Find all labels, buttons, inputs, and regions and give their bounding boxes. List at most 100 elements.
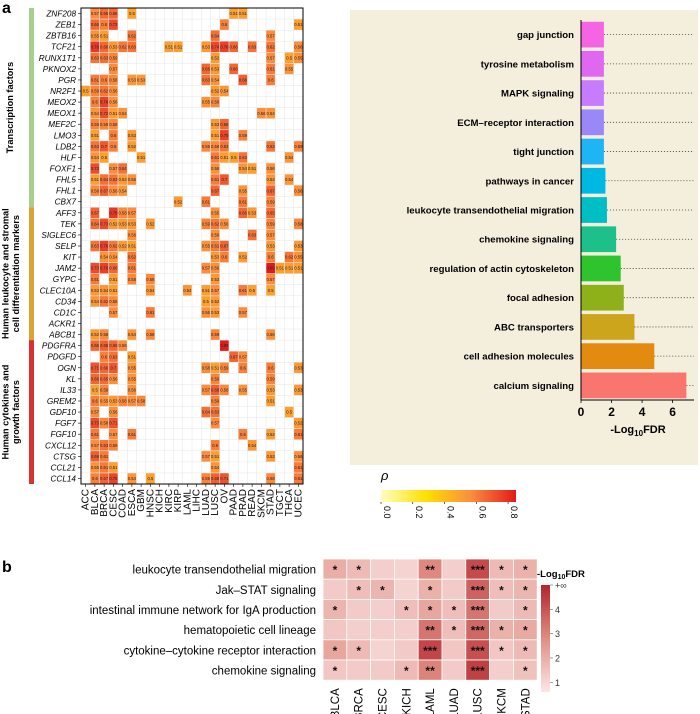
colorbar-tick-label: 3 [555, 629, 560, 639]
cell-value: 0.57 [128, 210, 137, 215]
cell-value: 0.5 [268, 288, 274, 293]
bar [581, 109, 604, 136]
heatmap-cell [441, 578, 467, 600]
cancer-label: PRAD [238, 489, 249, 517]
cell-value: 0.72 [100, 111, 109, 116]
cell-value: 0.51 [165, 44, 174, 49]
bar [581, 226, 617, 253]
cell-value: 0.64 [211, 33, 220, 38]
heatmap-cell [266, 473, 275, 484]
heatmap-cell [275, 262, 285, 274]
heatmap-cell [118, 207, 127, 219]
heatmap-cell [370, 639, 395, 661]
significance-stars: * [356, 583, 361, 597]
heatmap-cell [294, 451, 303, 462]
bar-category-label: pathways in cancer [485, 176, 574, 187]
heatmap-cell [229, 8, 238, 19]
heatmap-cell [294, 262, 303, 274]
cell-value: 0.54 [128, 476, 137, 481]
significance-stars: *** [471, 583, 485, 597]
bar [581, 138, 604, 165]
cell-value: 0.54 [146, 288, 155, 293]
cell-value: 0.53 [119, 177, 128, 182]
cell-value: 0.54 [109, 255, 118, 260]
heatmap-cell [441, 558, 467, 580]
cell-value: 0.55 [285, 66, 294, 71]
cell-value: 0.76 [220, 44, 229, 49]
bar-category-label: cell adhesion molecules [464, 352, 574, 363]
heatmap-cell [99, 19, 109, 30]
gene-heatmap: 0.57 0.65 0.66 0.5 0.51 0.510.66 0.6 0.73 0.6 0.5… [1, 7, 304, 518]
cell-value: 0.57 [211, 288, 220, 293]
cancer-label: LUSC [210, 489, 221, 516]
cell-value: 0.52 [239, 255, 248, 260]
heatmap-cell [99, 329, 109, 340]
heatmap-cell [266, 63, 275, 75]
cell-value: 0.6 [110, 133, 116, 138]
cell-value: 0.6 [212, 443, 218, 448]
heatmap-cell [201, 296, 211, 307]
heatmap-cell [90, 41, 100, 52]
heatmap-cell [90, 285, 100, 296]
significance-stars: * [380, 583, 385, 597]
cell-value: 0.63 [91, 144, 100, 149]
panel-label-b: b [2, 559, 12, 576]
cell-value: 0.6 [221, 255, 227, 260]
heatmap-cell [201, 196, 211, 207]
cell-value: 0.56 [128, 233, 137, 238]
cell-value: 0.7 [101, 144, 107, 149]
cell-value: 0.51 [248, 166, 257, 171]
heatmap-cell [99, 373, 109, 385]
cell-value: 0.58 [146, 277, 155, 282]
significance-stars: * [333, 664, 338, 678]
heatmap-cell [229, 41, 238, 52]
label-part: -Log [537, 569, 558, 580]
cell-value: 0.66 [109, 266, 118, 271]
heatmap-cell [220, 41, 229, 52]
heatmap-cell [99, 384, 109, 396]
heatmap-cell [127, 141, 137, 152]
heatmap-cell [90, 19, 100, 30]
heatmap-cell [127, 174, 137, 185]
cell-value: 0.61 [239, 288, 248, 293]
colorbar-tick-label: 0.6 [477, 506, 487, 519]
cell-value: 0.66 [109, 343, 118, 348]
heatmap-cell [201, 384, 211, 396]
cell-value: 0.62 [211, 221, 220, 226]
gene-label: KIT [63, 253, 77, 262]
gene-label: ABCB1 [48, 331, 76, 340]
group-color-bar [29, 207, 34, 341]
cell-value: 0.53 [294, 244, 303, 249]
heatmap-cell [109, 340, 118, 351]
cell-value: 0.65 [100, 376, 109, 381]
cell-value: 0.6 [240, 432, 246, 437]
heatmap-cell [210, 406, 220, 418]
cell-value: 0.67 [230, 354, 239, 359]
cell-value: 0.56 [211, 233, 220, 238]
heatmap-cell [90, 451, 100, 462]
gene-label: MEF2C [48, 120, 76, 129]
cell-value: 0.54 [91, 111, 100, 116]
cell-value: 0.59 [294, 144, 303, 149]
cell-value: 0.71 [220, 476, 229, 481]
cell-value: 0.76 [100, 100, 109, 105]
cell-value: 0.53 [128, 221, 137, 226]
cell-value: 0.61 [128, 432, 137, 437]
cell-value: 0.7 [110, 365, 116, 370]
heatmap-cell [109, 207, 118, 219]
heatmap-cell [127, 207, 137, 219]
heatmap-cell [90, 296, 100, 307]
gene-label: TCF21 [51, 43, 76, 52]
heatmap-cell [109, 85, 118, 97]
cell-value: 0.66 [91, 376, 100, 381]
heatmap-cell [90, 52, 100, 64]
cell-value: 0.61 [100, 465, 109, 470]
heatmap-cell [266, 30, 275, 41]
cell-value: 0.58 [137, 399, 146, 404]
significance-stars: * [523, 624, 528, 638]
significance-stars: * [333, 563, 338, 577]
heatmap-cell [201, 285, 211, 296]
cell-value: 0.58 [109, 122, 118, 127]
rho-colorbar: ρ 0.0 0.2 0.4 0.6 0.8 [380, 468, 519, 519]
cell-value: 0.58 [109, 299, 118, 304]
